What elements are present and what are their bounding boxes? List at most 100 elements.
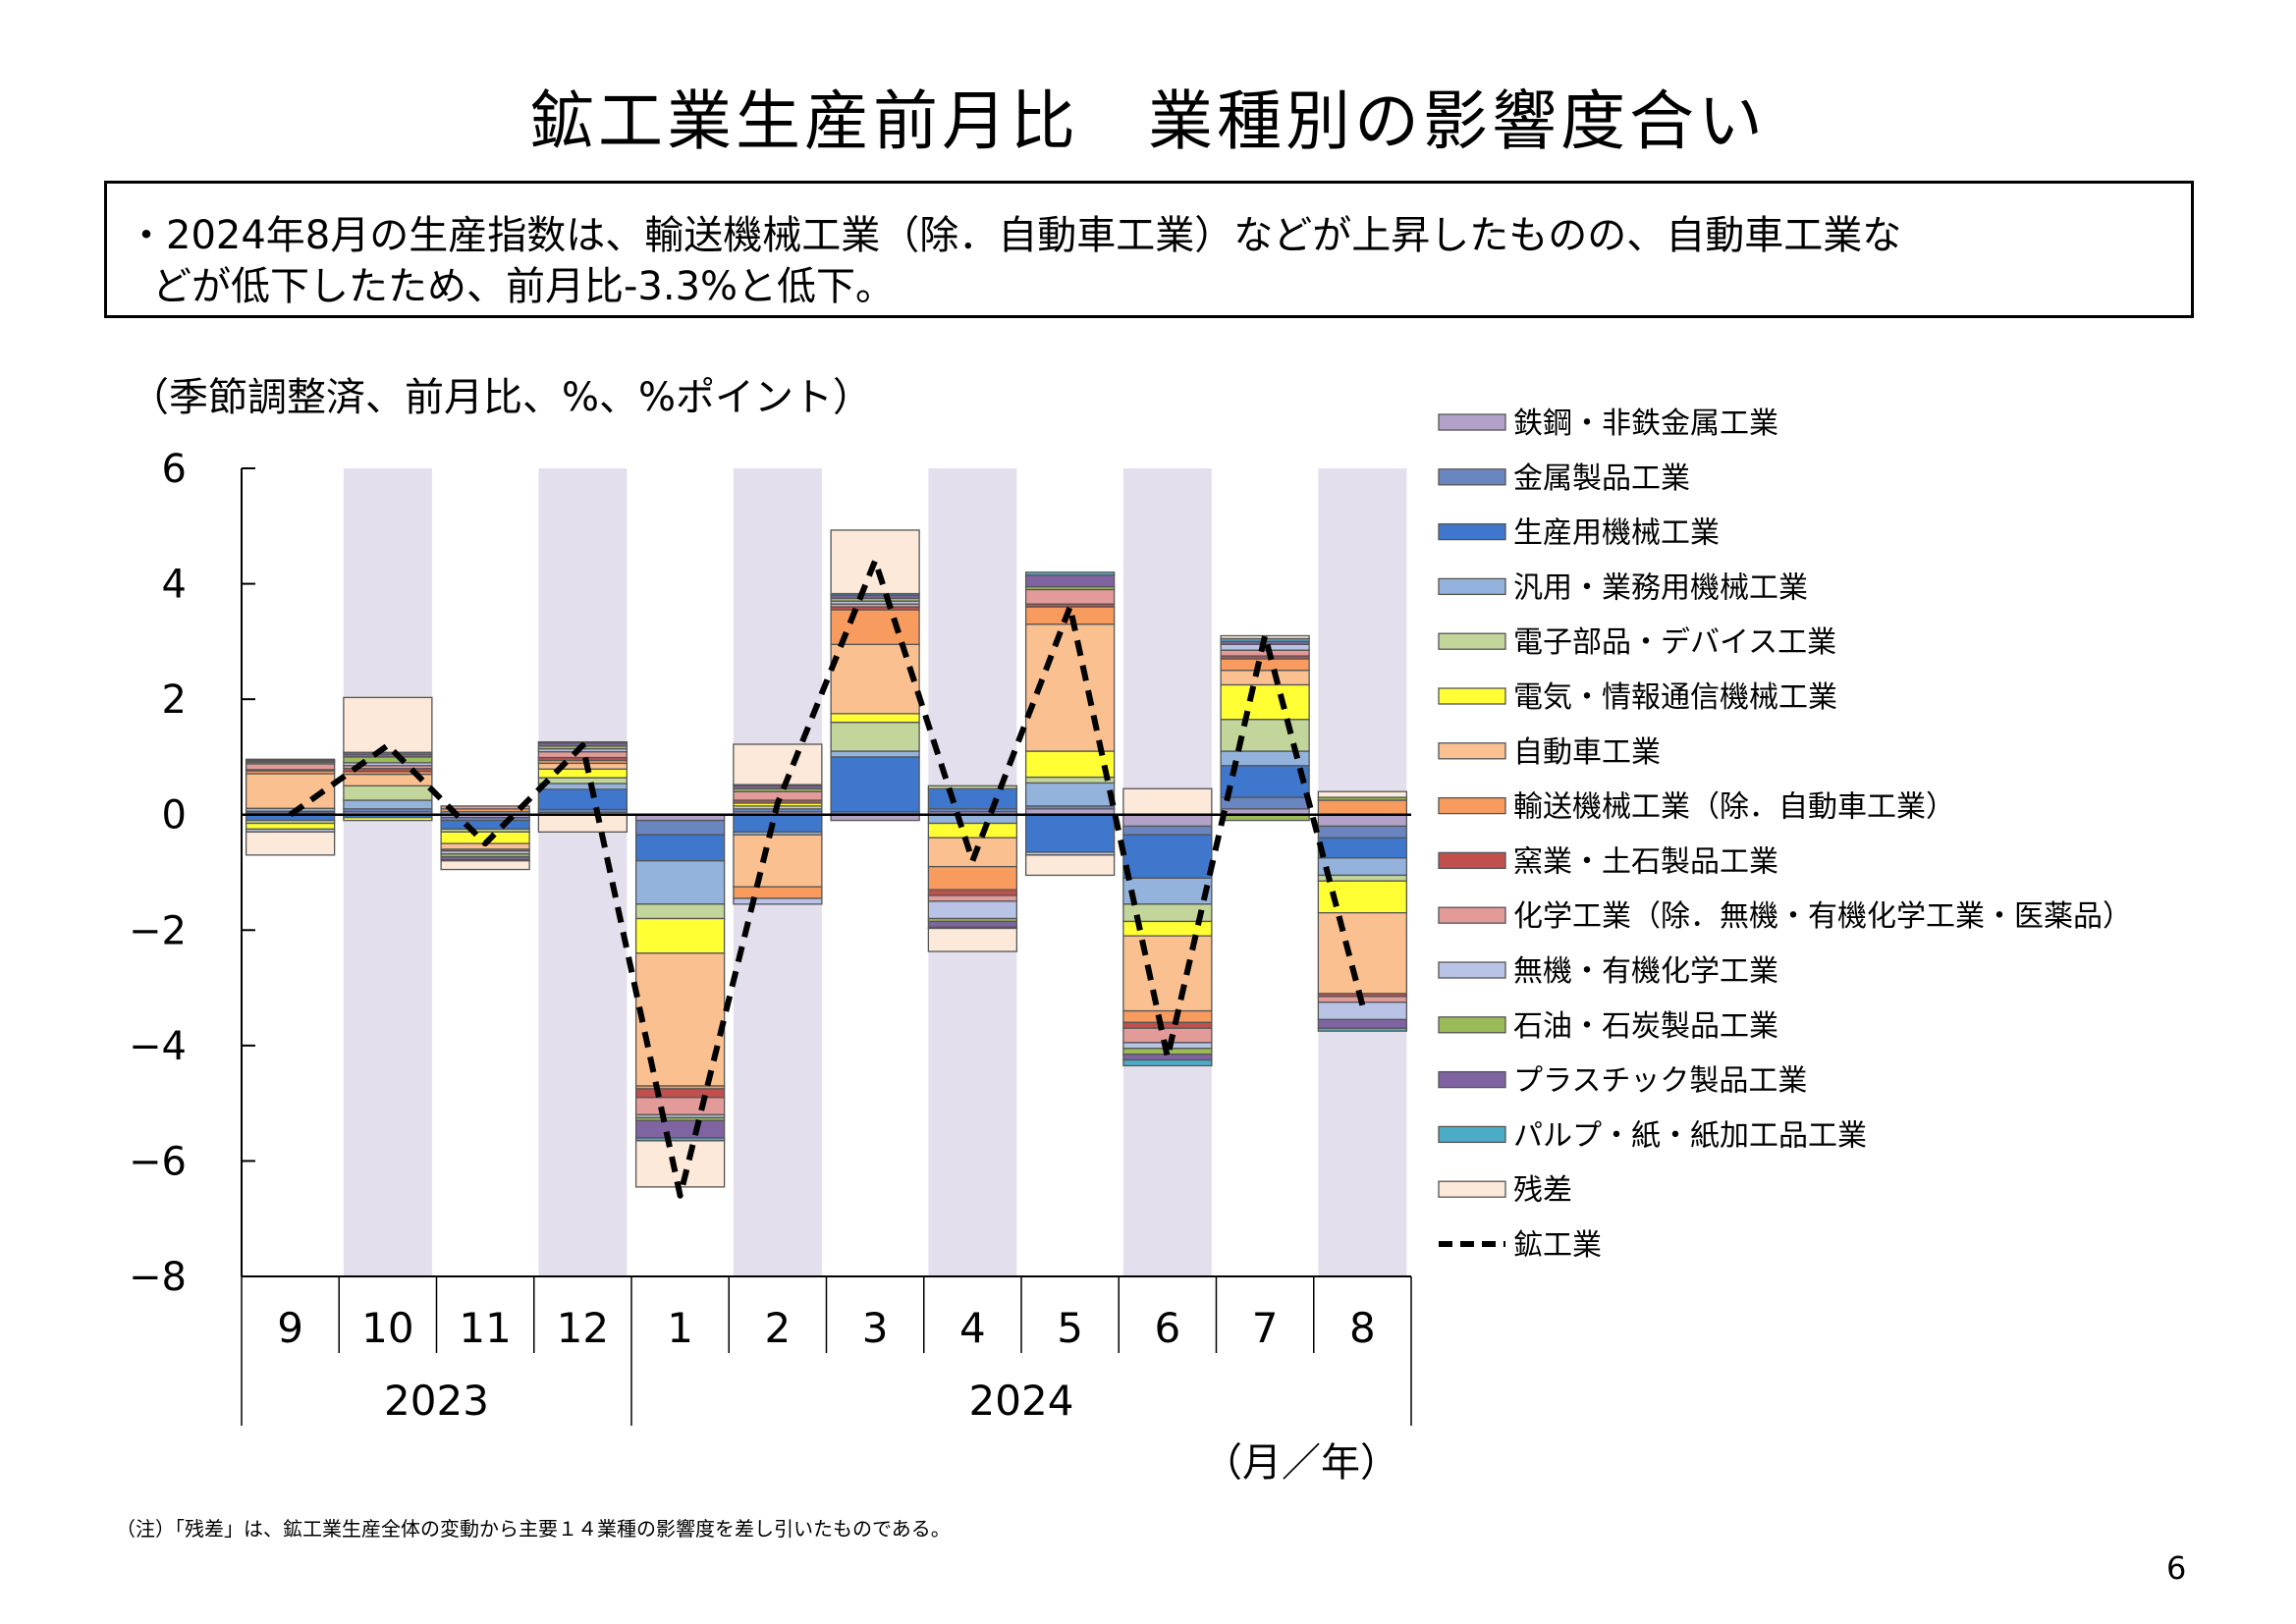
bar-segment xyxy=(245,763,336,771)
legend-swatch xyxy=(1438,851,1506,870)
x-tick-label: 7 xyxy=(1252,1304,1279,1352)
legend-label: 金属製品工業 xyxy=(1513,461,1690,496)
x-tick-label: 6 xyxy=(1155,1304,1181,1352)
bar-segment xyxy=(1122,1027,1213,1044)
y-tick-label: −8 xyxy=(129,1255,187,1300)
bar-segment xyxy=(830,713,920,724)
bar-segment xyxy=(343,696,433,753)
x-tick-label: 11 xyxy=(459,1304,511,1352)
summary-line-1: ・2024年8月の生産指数は、輸送機械工業（除．自動車工業）などが上昇したものの… xyxy=(127,213,1902,258)
bar-segment xyxy=(634,819,726,836)
bar-segment xyxy=(1024,814,1116,853)
legend-label: 汎用・業務用機械工業 xyxy=(1513,570,1808,605)
bar-segment xyxy=(440,819,530,831)
legend-label: 石油・石炭製品工業 xyxy=(1513,1009,1778,1044)
bar-segment xyxy=(1317,1027,1408,1032)
y-tick-label: −4 xyxy=(129,1024,187,1069)
bar-segment xyxy=(1122,834,1213,880)
legend-label: パルプ・紙・紙加工品工業 xyxy=(1513,1118,1867,1153)
bar-segment xyxy=(440,860,530,871)
legend-swatch xyxy=(1438,577,1506,596)
legend: 鉄鋼・非鉄金属工業金属製品工業生産用機械工業汎用・業務用機械工業電子部品・デバイ… xyxy=(1438,406,2132,1263)
bar-segment xyxy=(1024,574,1116,588)
y-tick-label: −6 xyxy=(129,1139,187,1184)
bar-segment xyxy=(343,785,433,801)
legend-swatch xyxy=(1438,1016,1506,1034)
bar-segment xyxy=(537,783,629,790)
total-series-line xyxy=(288,558,1366,1199)
bar-segment xyxy=(733,814,823,834)
bar-segment xyxy=(733,897,823,905)
x-tick-label: 4 xyxy=(959,1304,986,1352)
legend-swatch xyxy=(1438,687,1506,705)
bar-segment xyxy=(927,900,1018,920)
legend-label: 電気・情報通信機械工業 xyxy=(1513,680,1837,715)
bar-segment xyxy=(245,831,336,856)
bar-segment xyxy=(1122,814,1213,828)
bar-segment xyxy=(1220,796,1310,810)
bar-segment xyxy=(830,756,920,813)
legend-label: 鉱工業 xyxy=(1513,1228,1602,1263)
shaded-band xyxy=(538,468,628,1276)
bar-segment xyxy=(1317,912,1408,995)
bar-segment xyxy=(537,750,629,759)
bar-segment xyxy=(733,834,823,888)
bar-segment xyxy=(1122,1021,1213,1029)
bar-segment xyxy=(1220,683,1310,721)
x-tick-label: 9 xyxy=(277,1304,303,1352)
bar-segment xyxy=(537,768,629,779)
legend-label: 自動車工業 xyxy=(1513,735,1661,770)
bar-segment xyxy=(1122,787,1213,816)
x-tick-label: 1 xyxy=(667,1304,693,1352)
summary-box: ・2024年8月の生産指数は、輸送機械工業（除．自動車工業）などが上昇したものの… xyxy=(104,181,2194,318)
legend-label: 化学工業（除．無機・有機化学工業・医薬品） xyxy=(1513,899,2132,934)
bar-segment xyxy=(927,920,1018,928)
chart-unit-note: （季節調整済、前月比、%、%ポイント） xyxy=(130,375,873,420)
bar-segment xyxy=(343,799,433,810)
legend-swatch xyxy=(1438,961,1506,979)
bar-segment xyxy=(1317,857,1408,877)
bar-segment xyxy=(1317,1018,1408,1029)
y-tick-label: 4 xyxy=(162,563,187,608)
page-title: 鉱工業生産前月比 業種別の影響度合い xyxy=(529,83,1767,159)
bar-segment xyxy=(1317,814,1408,828)
bar-segment xyxy=(537,788,629,811)
x-tick-label: 8 xyxy=(1349,1304,1376,1352)
legend-swatch xyxy=(1438,796,1506,815)
bar-segment xyxy=(634,917,726,954)
bar-segment xyxy=(927,865,1018,891)
bar-segment xyxy=(1220,649,1310,657)
total-line xyxy=(288,558,1366,1199)
bar-segment xyxy=(634,903,726,920)
bar-segment xyxy=(634,860,726,905)
legend-label: 鉄鋼・非鉄金属工業 xyxy=(1513,406,1778,441)
bar-segment xyxy=(830,722,920,752)
legend-swatch xyxy=(1438,1180,1506,1198)
bar-segment xyxy=(634,1097,726,1116)
x-tick-label: 12 xyxy=(557,1304,609,1352)
bar-segment xyxy=(733,886,823,899)
legend-swatch xyxy=(1438,1125,1506,1144)
bar-segment xyxy=(634,1088,726,1099)
bar-segment xyxy=(634,1140,726,1188)
bar-segment xyxy=(245,758,336,762)
bar-segment xyxy=(1122,1054,1213,1061)
bar-segments xyxy=(245,529,1408,1188)
bar-segment xyxy=(1122,1009,1213,1023)
bar-segment xyxy=(245,822,336,831)
y-tick-label: 0 xyxy=(162,793,187,839)
bar-segment xyxy=(927,787,1018,810)
summary-line-2: どが低下したため、前月比-3.3%と低下。 xyxy=(152,264,896,309)
bar-segment xyxy=(1317,837,1408,859)
footnote: （注）「残差」は、鉱工業生産全体の変動から主要１４業種の影響度を差し引いたもので… xyxy=(116,1517,951,1541)
bar-segment xyxy=(733,743,823,785)
legend-swatch xyxy=(1438,1070,1506,1089)
bar-segment xyxy=(1024,571,1116,576)
bar-segment xyxy=(1122,935,1213,1012)
legend-label: 窯業・土石製品工業 xyxy=(1513,844,1778,879)
bar-segment xyxy=(343,756,433,764)
y-tick-label: −2 xyxy=(129,908,187,953)
bar-segment xyxy=(1220,670,1310,686)
